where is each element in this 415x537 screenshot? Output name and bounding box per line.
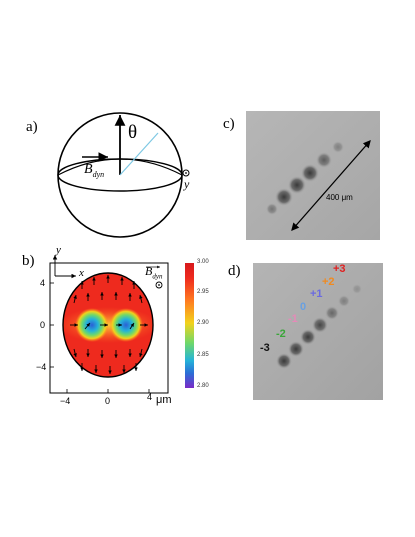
sphere-diagram <box>57 112 190 238</box>
order-plus3: +3 <box>333 263 346 275</box>
angle-vector <box>119 132 159 176</box>
order-plus1: +1 <box>310 288 323 300</box>
colorbar <box>185 263 194 388</box>
panel-d-label: d) <box>228 263 241 279</box>
order-plus2: +2 <box>322 276 335 288</box>
theta-label: θ <box>128 122 138 143</box>
unit-label: μm <box>156 394 172 406</box>
order-minus1: -1 <box>288 313 298 325</box>
cbar-tick-4: 2.80 <box>197 383 209 389</box>
scale-label: 400 μm <box>326 193 353 202</box>
b-axis-x-label: x <box>79 267 84 279</box>
panel-c-label: c) <box>223 116 235 132</box>
b-dyn-label-b: Bdyn <box>145 264 163 281</box>
b-axis-y-label: y <box>56 244 61 256</box>
y-axis-label: y <box>184 177 190 191</box>
order-minus2: -2 <box>276 328 286 340</box>
y-tick-0: 0 <box>40 320 46 330</box>
magnetization-map <box>49 255 169 394</box>
cbar-tick-1: 2.95 <box>197 289 209 295</box>
cbar-tick-0: 3.00 <box>197 259 209 265</box>
panel-a-label: a) <box>26 119 38 135</box>
scale-arrow <box>291 140 371 231</box>
x-tick-0: 0 <box>105 396 111 406</box>
y-tick-minus4: −4 <box>36 362 47 372</box>
y-axis-out-icon <box>182 169 190 177</box>
diffraction-spots-d <box>276 284 362 369</box>
b-dyn-label: Bdyn <box>84 162 105 179</box>
panel-b-label: b) <box>22 253 35 269</box>
b-dyn-out-icon <box>155 281 163 289</box>
y-tick-4: 4 <box>40 278 46 288</box>
cbar-tick-2: 2.90 <box>197 320 209 326</box>
cbar-tick-3: 2.85 <box>197 352 209 358</box>
order-0: 0 <box>300 301 307 313</box>
panel-d-image <box>253 263 383 400</box>
vector-field <box>70 275 148 374</box>
order-minus3: -3 <box>260 342 270 354</box>
x-tick-4: 4 <box>147 392 153 402</box>
x-tick-minus4: −4 <box>60 396 71 406</box>
disc-outline <box>62 272 154 378</box>
panel-c-image <box>246 111 380 240</box>
